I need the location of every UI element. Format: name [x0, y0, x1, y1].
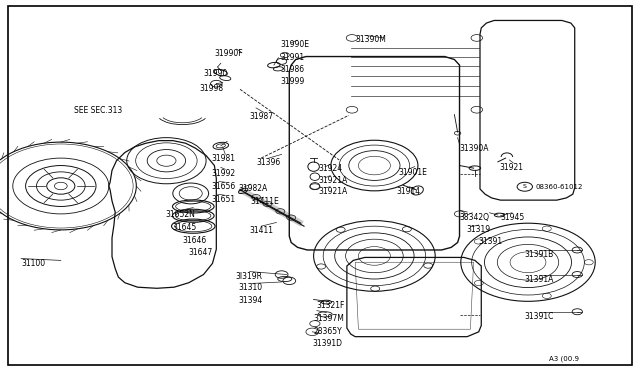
- Text: 31100: 31100: [21, 259, 45, 267]
- Text: 31411: 31411: [250, 226, 274, 235]
- Text: 31945: 31945: [500, 213, 525, 222]
- Text: 31310: 31310: [239, 283, 263, 292]
- Text: 31651: 31651: [211, 195, 236, 204]
- Text: 31990F: 31990F: [214, 49, 243, 58]
- Text: 31321F: 31321F: [317, 301, 345, 310]
- Text: 31981: 31981: [211, 154, 236, 163]
- Text: 08360-61012: 08360-61012: [536, 184, 583, 190]
- Text: SEE SEC.313: SEE SEC.313: [74, 106, 122, 115]
- Text: 31652N: 31652N: [165, 210, 195, 219]
- Text: 31647: 31647: [189, 248, 213, 257]
- Text: 31999: 31999: [280, 77, 305, 86]
- Text: 31319: 31319: [466, 225, 490, 234]
- Text: 31921A: 31921A: [319, 176, 348, 185]
- Text: 31914: 31914: [397, 187, 421, 196]
- Text: 31391C: 31391C: [525, 312, 554, 321]
- Text: 31411E: 31411E: [251, 197, 280, 206]
- Text: 31921: 31921: [499, 163, 524, 172]
- Text: 31990: 31990: [204, 69, 228, 78]
- Text: 31397M: 31397M: [314, 314, 344, 323]
- Text: 31991: 31991: [280, 53, 305, 62]
- Text: 31394: 31394: [239, 296, 263, 305]
- Text: 31390M: 31390M: [355, 35, 386, 44]
- Text: 31646: 31646: [182, 236, 207, 245]
- Text: 31986: 31986: [280, 65, 305, 74]
- Text: 31391D: 31391D: [312, 339, 342, 348]
- Text: 31998: 31998: [200, 84, 224, 93]
- Text: 31391: 31391: [479, 237, 503, 246]
- Text: 31987: 31987: [250, 112, 274, 121]
- Text: 31645: 31645: [173, 223, 197, 232]
- Text: 31391B: 31391B: [525, 250, 554, 259]
- Text: 31396: 31396: [256, 158, 280, 167]
- Text: 31901E: 31901E: [398, 168, 427, 177]
- Text: 28365Y: 28365Y: [314, 327, 342, 336]
- Text: 31656: 31656: [211, 182, 236, 191]
- Text: 31391A: 31391A: [525, 275, 554, 283]
- Text: 31990E: 31990E: [280, 40, 309, 49]
- Text: 31390A: 31390A: [460, 144, 489, 153]
- Text: A3 (00.9: A3 (00.9: [549, 355, 579, 362]
- Text: 31992: 31992: [211, 169, 236, 178]
- Text: 31982A: 31982A: [238, 184, 268, 193]
- Text: S: S: [523, 184, 527, 189]
- Text: 31924: 31924: [319, 164, 343, 173]
- Text: 38342Q: 38342Q: [460, 213, 490, 222]
- Text: 31921A: 31921A: [319, 187, 348, 196]
- Text: 3l319R: 3l319R: [236, 272, 262, 280]
